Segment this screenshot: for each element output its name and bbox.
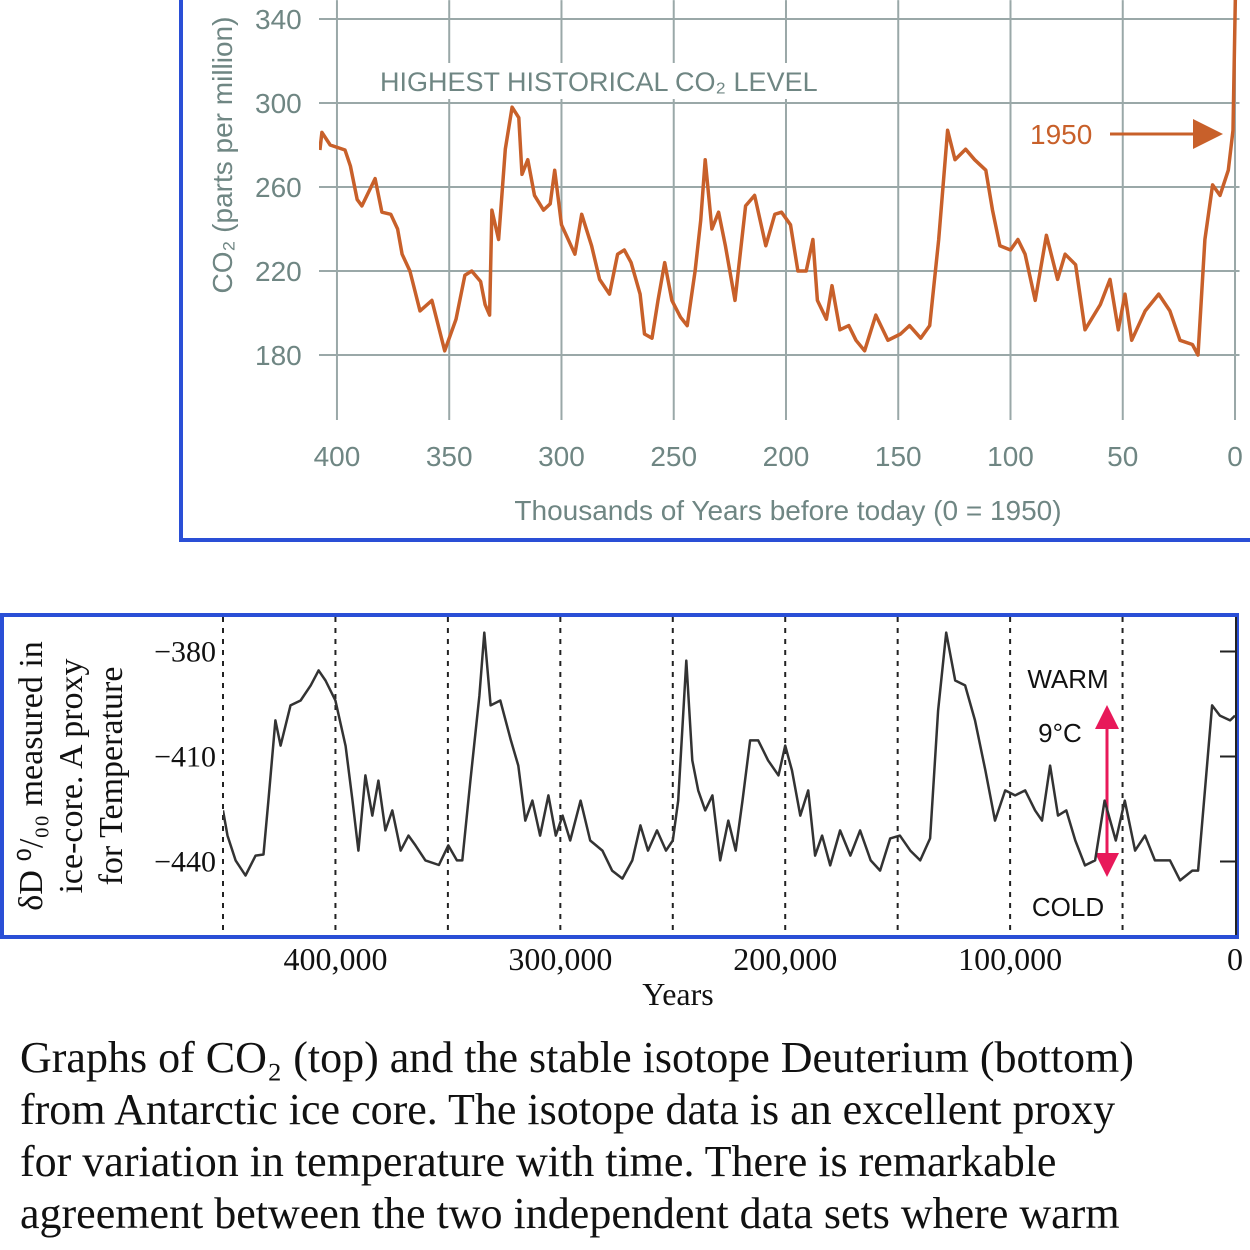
annotation: COLD <box>1032 892 1104 922</box>
caption-line: agreement between the two independent da… <box>20 1189 1120 1238</box>
y-tick-label: 300 <box>255 88 302 119</box>
y-tick-label: 260 <box>255 172 302 203</box>
annotation: 1950 <box>1030 119 1092 150</box>
annotation: 9°C <box>1038 718 1082 748</box>
y-tick-label: 220 <box>255 256 302 287</box>
x-tick-label: 250 <box>650 441 697 472</box>
caption-line: Graphs of CO₂ (top) and the stable isoto… <box>20 1033 1134 1082</box>
y-axis-title: CO₂ (parts per million) <box>207 17 238 294</box>
x-axis-title: Thousands of Years before today (0 = 195… <box>514 495 1061 526</box>
top-frame <box>179 0 1250 542</box>
x-tick-label: 50 <box>1107 441 1138 472</box>
x-axis-title: Years <box>642 976 713 1012</box>
y-tick-label: −380 <box>154 636 216 669</box>
x-tick-label: 350 <box>426 441 473 472</box>
annotation: WARM <box>1027 664 1108 694</box>
y-axis-title: δD ⁰/₀₀ measured in <box>13 641 50 911</box>
label-bg <box>1020 662 1116 694</box>
x-tick-label: 0 <box>1227 441 1243 472</box>
label-bg <box>1012 716 1108 748</box>
label-bg <box>1020 890 1116 922</box>
y-tick-label: −410 <box>154 741 216 774</box>
reference-label: HIGHEST HISTORICAL CO₂ LEVEL <box>380 67 818 97</box>
x-tick-label: 400,000 <box>283 941 387 977</box>
mask <box>370 63 870 99</box>
x-tick-label: 100 <box>987 441 1034 472</box>
x-tick-label: 200,000 <box>733 941 837 977</box>
x-tick-label: 300 <box>538 441 585 472</box>
y-axis-title: ice-core. A proxy <box>53 658 90 893</box>
x-tick-label: 300,000 <box>508 941 612 977</box>
caption-line: for variation in temperature with time. … <box>20 1137 1056 1186</box>
x-tick-label: 200 <box>763 441 810 472</box>
y-axis-title: for Temperature <box>93 667 130 886</box>
y-tick-label: −440 <box>154 846 216 879</box>
caption-line: from Antarctic ice core. The isotope dat… <box>20 1085 1115 1134</box>
y-tick-label: 340 <box>255 4 302 35</box>
data-line <box>319 0 1238 357</box>
x-tick-label: 150 <box>875 441 922 472</box>
x-tick-label: 0 <box>1227 941 1243 977</box>
y-tick-label: 180 <box>255 340 302 371</box>
x-tick-label: 100,000 <box>958 941 1062 977</box>
data-line <box>223 631 1236 882</box>
x-tick-label: 400 <box>314 441 361 472</box>
